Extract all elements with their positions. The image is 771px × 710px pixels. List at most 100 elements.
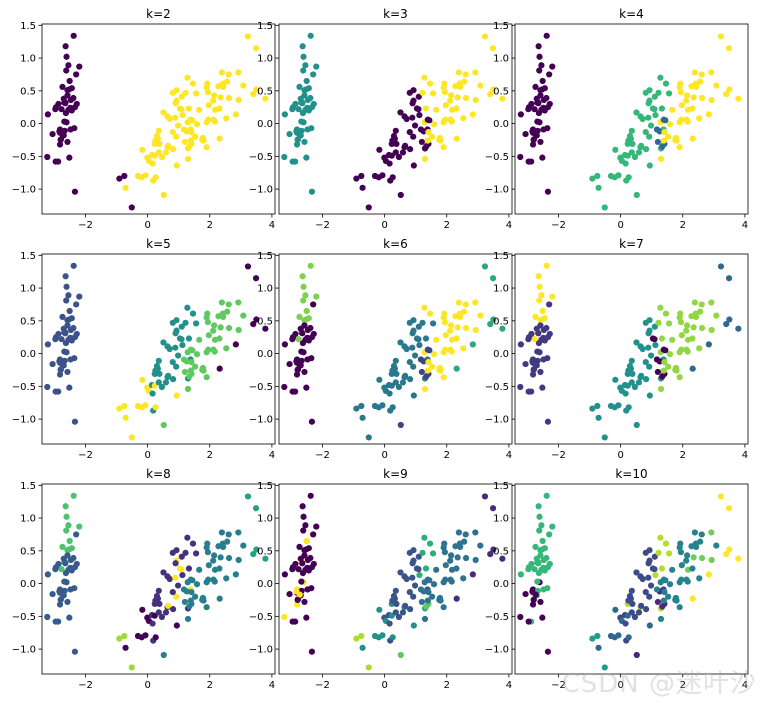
scatter-point	[490, 546, 497, 553]
scatter-point	[310, 100, 317, 108]
scatter-point	[186, 373, 193, 380]
scatter-point	[657, 534, 664, 541]
scatter-point	[622, 160, 629, 167]
scatter-point	[301, 138, 308, 146]
scatter-point	[196, 566, 203, 573]
scatter-point	[152, 634, 159, 641]
scatter-point	[462, 301, 469, 308]
panel-k-10: k=10 −2 0 2 4 −1.0 −0.5 0.0 0.5 1.0 1.5	[485, 467, 749, 691]
scatter-point	[436, 366, 443, 374]
scatter-point	[160, 109, 167, 116]
scatter-point	[300, 297, 307, 304]
scatter-point	[139, 376, 146, 383]
scatter-point	[65, 316, 73, 323]
scatter-point	[689, 105, 696, 112]
scatter-point	[626, 132, 634, 140]
scatter-point	[122, 644, 129, 651]
scatter-point	[298, 348, 305, 355]
panel-title: k=5	[146, 237, 171, 251]
scatter-point	[185, 335, 193, 342]
scatter-point	[538, 522, 545, 529]
scatter-point	[490, 86, 497, 93]
scatter-point	[303, 384, 310, 391]
scatter-point	[303, 614, 310, 621]
scatter-point	[76, 293, 83, 300]
scatter-point	[73, 531, 80, 538]
scatter-point	[525, 104, 533, 111]
scatter-point	[173, 162, 180, 169]
scatter-point	[413, 105, 421, 112]
scatter-point	[499, 555, 506, 562]
scatter-point	[310, 531, 317, 538]
scatter-point	[67, 126, 74, 133]
scatter-point	[540, 556, 547, 564]
y-tick-label: 1.5	[20, 21, 36, 32]
scatter-point	[70, 262, 77, 269]
scatter-point	[612, 606, 619, 613]
scatter-point	[655, 89, 662, 96]
scatter-point	[660, 367, 667, 374]
scatter-point	[708, 69, 715, 76]
scatter-point	[660, 576, 667, 583]
scatter-point	[529, 141, 537, 148]
scatter-point	[155, 609, 162, 616]
scatter-point	[642, 89, 649, 96]
scatter-point	[642, 129, 649, 136]
scatter-point	[225, 531, 232, 538]
scatter-point	[672, 596, 679, 604]
scatter-point	[359, 184, 366, 191]
scatter-point	[448, 92, 455, 99]
y-tick-label: 1.0	[257, 54, 273, 65]
scatter-point	[421, 615, 429, 623]
scatter-point	[395, 153, 403, 161]
scatter-point	[657, 74, 664, 81]
scatter-point	[676, 374, 683, 381]
scatter-point	[690, 554, 697, 561]
scatter-point	[172, 574, 179, 581]
scatter-point	[462, 554, 470, 562]
scatter-point	[73, 560, 80, 568]
scatter-point	[411, 122, 419, 129]
scatter-point	[539, 77, 546, 85]
scatter-point	[698, 554, 706, 562]
scatter-point	[622, 390, 629, 397]
panel-title: k=2	[146, 7, 171, 21]
scatter-point	[406, 359, 413, 366]
scatter-point	[713, 542, 720, 549]
scatter-point	[628, 127, 635, 134]
scatter-point	[429, 90, 437, 97]
scatter-point	[692, 80, 699, 87]
scatter-point	[295, 336, 302, 343]
scatter-point	[725, 275, 733, 282]
scatter-point	[477, 82, 484, 89]
scatter-point	[155, 149, 162, 156]
scatter-point	[67, 326, 74, 334]
scatter-point	[532, 313, 539, 320]
scatter-point	[180, 586, 188, 593]
scatter-point	[544, 418, 552, 425]
scatter-point	[185, 105, 193, 112]
y-tick-label: 0.5	[20, 86, 36, 97]
scatter-point	[534, 578, 541, 585]
scatter-point	[662, 80, 670, 87]
scatter-point	[442, 576, 449, 583]
scatter-point	[62, 43, 69, 50]
scatter-point	[235, 529, 242, 536]
x-tick-label: 2	[444, 680, 450, 691]
scatter-point	[169, 89, 176, 96]
x-tick-label: −2	[315, 220, 330, 231]
scatter-point	[262, 555, 269, 562]
scatter-point	[56, 141, 64, 148]
scatter-point	[633, 339, 640, 346]
y-tick-label: −0.5	[485, 382, 509, 393]
scatter-point	[386, 620, 393, 627]
scatter-point	[219, 310, 226, 317]
scatter-point	[537, 368, 544, 376]
x-tick-label: 4	[742, 220, 748, 231]
scatter-point	[313, 293, 320, 300]
x-tick-label: 2	[444, 220, 450, 231]
scatter-point	[66, 614, 73, 621]
scatter-point	[217, 324, 224, 331]
panel-k-6: k=6 −2 0 2 4 −1.0 −0.5 0.0 0.5 1.0 1.5	[249, 237, 513, 461]
scatter-point	[546, 100, 553, 108]
